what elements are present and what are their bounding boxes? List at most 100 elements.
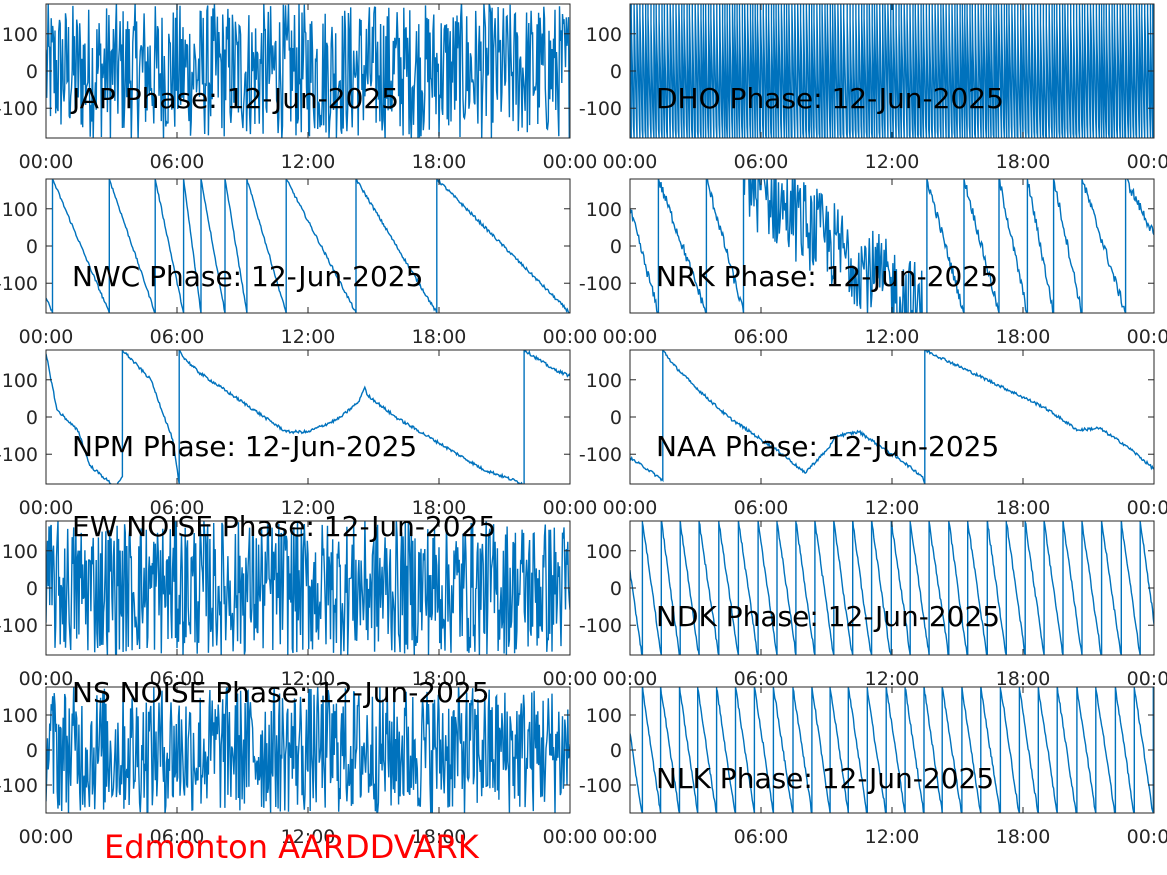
phase-panel-8: 100 0 -100 00:00 06:00 12:00 18:00 00:00 NS NOIS…: [0, 676, 597, 848]
phase-panel-3: 100 0 -100 00:00 06:00 12:00 18:00 00:00 NRK Pha…: [579, 178, 1167, 348]
phase-panel-7: 100 0 -100 00:00 06:00 12:00 18:00 00:00 NDK Pha…: [579, 520, 1167, 690]
y-tick-label: 100: [2, 199, 38, 221]
x-tick-label: 18:00: [412, 826, 467, 848]
x-tick-label: 00:00: [19, 826, 74, 848]
x-tick-label: 00:00: [19, 668, 74, 690]
phase-trace-5: [630, 350, 1154, 484]
y-tick-label: 0: [26, 61, 38, 83]
y-tick-label: 0: [610, 740, 622, 762]
y-tick-label: 100: [586, 705, 622, 727]
x-tick-label: 06:00: [150, 497, 205, 519]
x-tick-label: 12:00: [281, 151, 336, 173]
phase-trace-4: [46, 350, 570, 484]
x-tick-label: 00:00: [603, 326, 658, 348]
x-tick-label: 00:00: [603, 497, 658, 519]
x-tick-label: 18:00: [412, 497, 467, 519]
x-tick-label: 18:00: [996, 151, 1051, 173]
x-tick-label: 06:00: [150, 668, 205, 690]
x-tick-label: 06:00: [734, 826, 789, 848]
y-tick-label: 0: [610, 61, 622, 83]
y-tick-label: -100: [579, 98, 622, 120]
x-tick-label: 00:00: [19, 326, 74, 348]
x-tick-label: 12:00: [281, 497, 336, 519]
phase-panel-9: 100 0 -100 00:00 06:00 12:00 18:00 00:00 NLK Pha…: [579, 686, 1167, 848]
x-tick-label: 00:00: [19, 497, 74, 519]
x-tick-label: 06:00: [734, 326, 789, 348]
y-tick-label: 0: [610, 407, 622, 429]
phase-panel-1: 100 0 -100 00:00 06:00 12:00 18:00 00:00 DHO Pha…: [579, 3, 1167, 173]
x-tick-label: 00:00: [543, 151, 598, 173]
x-tick-label: 00:00: [543, 326, 598, 348]
x-tick-label: 12:00: [281, 326, 336, 348]
x-tick-label: 12:00: [865, 826, 920, 848]
x-tick-label: 12:00: [281, 668, 336, 690]
x-tick-label: 00:00: [1127, 668, 1167, 690]
x-tick-label: 00:00: [1127, 151, 1167, 173]
y-tick-label: 100: [2, 370, 38, 392]
x-tick-label: 12:00: [865, 668, 920, 690]
panel-title: NWC Phase: 12-Jun-2025: [72, 260, 423, 293]
y-tick-label: 100: [586, 24, 622, 46]
x-tick-label: 00:00: [1127, 826, 1167, 848]
panel-title: DHO Phase: 12-Jun-2025: [656, 82, 1004, 115]
panel-title: NLK Phase: 12-Jun-2025: [656, 762, 994, 795]
x-tick-label: 00:00: [19, 151, 74, 173]
x-tick-label: 18:00: [996, 826, 1051, 848]
x-tick-label: 12:00: [865, 326, 920, 348]
x-tick-label: 06:00: [734, 668, 789, 690]
y-tick-label: 0: [26, 740, 38, 762]
y-tick-label: -100: [579, 615, 622, 637]
y-tick-label: -100: [0, 615, 38, 637]
x-tick-label: 18:00: [996, 668, 1051, 690]
x-tick-label: 00:00: [603, 668, 658, 690]
phase-panel-0: 100 0 -100 00:00 06:00 12:00 18:00 00:00 JAP Pha…: [0, 3, 598, 173]
x-tick-label: 12:00: [281, 826, 336, 848]
phase-trace-9: [630, 687, 1154, 813]
y-tick-label: 100: [586, 370, 622, 392]
panel-title: NS NOISE Phase: 12-Jun-2025: [72, 676, 490, 709]
y-tick-label: 0: [26, 407, 38, 429]
x-tick-label: 06:00: [150, 151, 205, 173]
x-tick-label: 18:00: [412, 668, 467, 690]
y-tick-label: -100: [0, 775, 38, 797]
x-tick-label: 00:00: [1127, 497, 1167, 519]
panel-title: NRK Phase: 12-Jun-2025: [656, 260, 998, 293]
phase-trace-8: [46, 687, 570, 813]
y-tick-label: 100: [586, 541, 622, 563]
panel-title: NDK Phase: 12-Jun-2025: [656, 600, 1000, 633]
x-tick-label: 00:00: [1127, 326, 1167, 348]
x-tick-label: 06:00: [734, 151, 789, 173]
y-tick-label: 100: [586, 199, 622, 221]
phase-trace-2: [46, 179, 570, 313]
panel-title: JAP Phase: 12-Jun-2025: [70, 82, 399, 115]
y-tick-label: 0: [26, 236, 38, 258]
phase-panel-5: 100 0 -100 00:00 06:00 12:00 18:00 00:00 NAA Pha…: [579, 349, 1167, 519]
x-tick-label: 12:00: [865, 151, 920, 173]
x-tick-label: 00:00: [603, 151, 658, 173]
x-tick-label: 18:00: [412, 326, 467, 348]
axes-box: [45, 349, 571, 485]
phase-panel-6: 100 0 -100 00:00 06:00 12:00 18:00 00:00 EW NOIS…: [0, 510, 597, 690]
y-tick-label: -100: [0, 444, 38, 466]
panel-title: NPM Phase: 12-Jun-2025: [72, 430, 417, 463]
x-tick-label: 06:00: [150, 826, 205, 848]
x-tick-label: 00:00: [543, 497, 598, 519]
y-tick-label: -100: [0, 98, 38, 120]
station-label: Edmonton AARDDVARK: [104, 828, 479, 866]
panel-title: EW NOISE Phase: 12-Jun-2025: [72, 510, 496, 543]
phase-trace-3: [630, 179, 1154, 313]
y-tick-label: -100: [579, 273, 622, 295]
phase-panel-4: 100 0 -100 00:00 06:00 12:00 18:00 00:00 NPM Pha…: [0, 349, 598, 519]
phase-trace-7: [630, 521, 1154, 655]
y-tick-label: 0: [610, 578, 622, 600]
y-tick-label: 100: [2, 24, 38, 46]
x-tick-label: 18:00: [412, 151, 467, 173]
x-tick-label: 06:00: [150, 326, 205, 348]
phase-trace-1: [630, 4, 1154, 138]
y-tick-label: -100: [579, 444, 622, 466]
axes-box: [629, 349, 1155, 485]
x-tick-label: 12:00: [865, 497, 920, 519]
y-tick-label: 100: [2, 541, 38, 563]
phase-trace-0: [46, 4, 570, 138]
